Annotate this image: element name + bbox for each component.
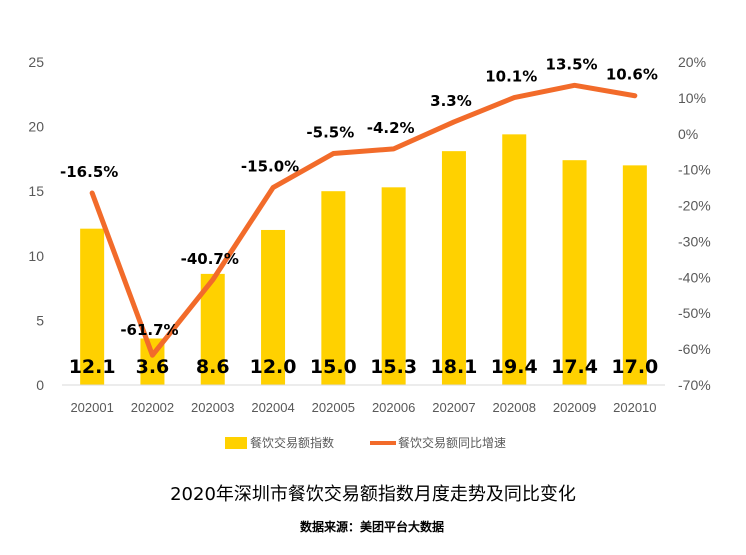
legend-swatch-bar [225,437,247,449]
x-axis-tick-label: 202002 [131,400,174,415]
right-axis-tick-label: -70% [678,377,711,393]
line-data-label: -5.5% [306,124,354,142]
x-axis-tick-label: 202006 [372,400,415,415]
right-axis-tick-label: 0% [678,126,698,142]
bar [502,134,527,385]
bar-data-label: 19.4 [491,356,538,378]
x-axis-tick-label: 202009 [553,400,596,415]
legend: 餐饮交易额指数 餐饮交易额同比增速 [225,435,506,450]
x-axis-tick-label: 202001 [70,400,113,415]
line-series [89,82,638,358]
right-axis-tick-label: -10% [678,162,711,178]
x-axis-tick-label: 202008 [493,400,536,415]
line-data-label: 10.1% [485,68,537,86]
line-data-label: -4.2% [367,119,415,137]
right-axis-tick-label: -60% [678,341,711,357]
bar-data-label: 15.0 [310,356,357,378]
line-data-label: 13.5% [546,55,598,73]
bar [562,160,587,385]
line-data-label: -61.7% [120,321,178,339]
line-data-label: -15.0% [241,158,299,176]
chart-source: 数据来源：美团平台大数据 [300,520,445,534]
combo-chart: 0 5 10 15 20 25 -70% -60% -50% -40% -30% -20% -10% 0… [28,54,711,450]
bar-data-label: 8.6 [196,356,230,378]
bar [80,228,105,385]
bar-data-label: 3.6 [136,356,170,378]
legend-label-line: 餐饮交易额同比增速 [398,435,506,450]
line-data-label: -16.5% [60,163,118,181]
x-axis-tick-label: 202004 [251,400,294,415]
bar [381,187,406,385]
line-data-label: -40.7% [181,250,239,268]
chart-title: 2020年深圳市餐饮交易额指数月度走势及同比变化 [170,484,576,505]
bar-data-label: 12.0 [250,356,297,378]
left-axis-tick-label: 0 [36,377,44,393]
x-axis-tick-label: 202007 [432,400,475,415]
line-path [89,82,638,358]
left-axis-ticks: 0 5 10 15 20 25 [28,54,44,393]
x-axis-tick-label: 202010 [613,400,656,415]
x-axis-ticks: 202001 202002 202003 202004 202005 202006 2020… [70,400,656,415]
legend-label-bar: 餐饮交易额指数 [250,435,334,450]
bar [441,151,466,385]
bar-series [80,134,647,385]
bar-data-label: 17.0 [611,356,658,378]
bar-data-label: 12.1 [69,356,116,378]
left-axis-tick-label: 20 [28,119,44,135]
left-axis-tick-label: 15 [28,183,44,199]
bar [321,191,346,385]
x-axis-tick-label: 202003 [191,400,234,415]
bar [261,229,286,385]
bar-data-label: 15.3 [370,356,417,378]
right-axis-tick-label: -40% [678,269,711,285]
bar-data-label: 18.1 [431,356,478,378]
bar [622,165,647,385]
bar-data-labels: 12.1 3.6 8.6 12.0 15.0 15.3 18.1 19.4 17.4 17.0 [69,356,659,378]
line-data-label: 10.6% [606,66,658,84]
right-axis-tick-label: -20% [678,198,711,214]
right-axis-tick-label: 10% [678,90,706,106]
left-axis-tick-label: 5 [36,312,44,328]
left-axis-tick-label: 10 [28,248,44,264]
right-axis-ticks: -70% -60% -50% -40% -30% -20% -10% 0% 10% 20% [678,54,711,393]
right-axis-tick-label: -50% [678,305,711,321]
bar-data-label: 17.4 [551,356,598,378]
x-axis-tick-label: 202005 [312,400,355,415]
right-axis-tick-label: 20% [678,54,706,70]
right-axis-tick-label: -30% [678,233,711,249]
line-data-label: 3.3% [430,92,472,110]
line-data-labels: -16.5% -61.7% -40.7% -15.0% -5.5% -4.2% 3.3% 10… [60,55,658,339]
left-axis-tick-label: 25 [28,54,44,70]
